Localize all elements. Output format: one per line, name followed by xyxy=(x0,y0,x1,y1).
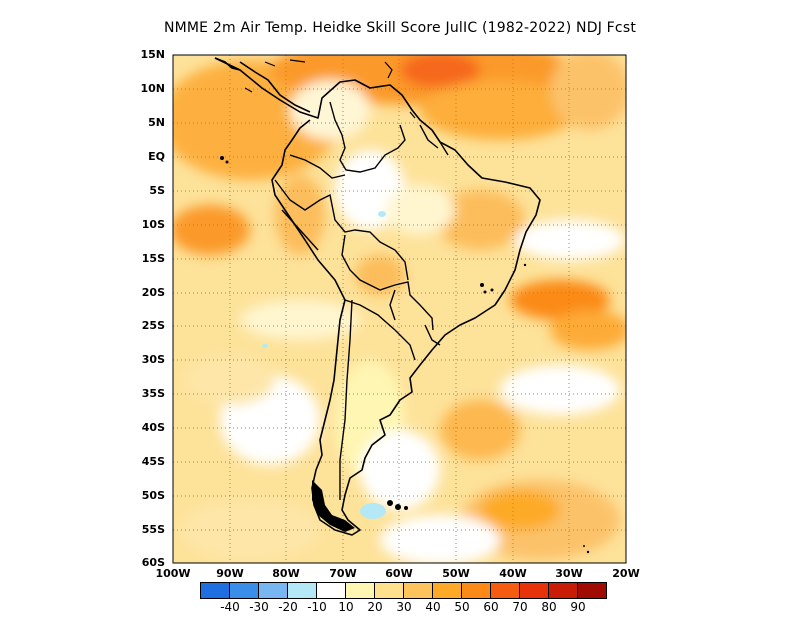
lat-label: 50S xyxy=(141,489,165,502)
colorbar-swatch xyxy=(433,583,462,598)
colorbar-swatch xyxy=(520,583,549,598)
colorbar-swatch xyxy=(288,583,317,598)
negative-patch xyxy=(378,211,386,217)
colorbar-label: 40 xyxy=(425,600,441,614)
negative-patch xyxy=(360,503,386,519)
lat-label: 15S xyxy=(141,252,165,265)
colorbar-label: 90 xyxy=(570,600,586,614)
lon-label: 70W xyxy=(329,567,357,580)
colorbar-label: 20 xyxy=(367,600,383,614)
colorbar-swatch xyxy=(317,583,346,598)
lon-label: 100W xyxy=(155,567,191,580)
colorbar-swatch xyxy=(491,583,520,598)
colorbar-swatch xyxy=(230,583,259,598)
caribbean-islands xyxy=(244,59,416,119)
colorbar-swatch xyxy=(404,583,433,598)
colorbar-label: -10 xyxy=(307,600,327,614)
colorbar-label: 30 xyxy=(396,600,412,614)
colorbar-swatch xyxy=(375,583,404,598)
lat-label: 45S xyxy=(141,455,165,468)
colorbar-label: 80 xyxy=(541,600,557,614)
lon-label: 40W xyxy=(499,567,527,580)
plot-frame xyxy=(172,54,627,564)
colorbar-label: -20 xyxy=(278,600,298,614)
lat-label: 10N xyxy=(140,82,165,95)
colorbar-swatch xyxy=(201,583,230,598)
lat-label: 25S xyxy=(141,319,165,332)
chart-title: NMME 2m Air Temp. Heidke Skill Score Jul… xyxy=(163,20,637,36)
lat-label: 20S xyxy=(141,286,165,299)
lat-label: 30S xyxy=(141,353,165,366)
lon-label: 60W xyxy=(385,567,413,580)
islands xyxy=(220,156,590,554)
colorbar-label: 70 xyxy=(512,600,528,614)
lat-label: 5N xyxy=(148,116,165,129)
colorbar-swatch xyxy=(346,583,375,598)
lon-label: 80W xyxy=(272,567,300,580)
lon-label: 90W xyxy=(216,567,244,580)
lat-label: 10S xyxy=(141,218,165,231)
colorbar-label: -40 xyxy=(220,600,240,614)
negative-patch xyxy=(262,344,268,348)
lat-label: 15N xyxy=(140,48,165,61)
lat-label: 5S xyxy=(149,184,165,197)
lon-label: 20W xyxy=(612,567,640,580)
lat-label: 40S xyxy=(141,421,165,434)
country-borders xyxy=(274,101,449,500)
central-america-coastline xyxy=(214,57,311,113)
colorbar-swatch xyxy=(259,583,288,598)
lat-label: EQ xyxy=(148,150,165,163)
lat-label: 60S xyxy=(141,556,165,569)
colorbar-label: 50 xyxy=(454,600,470,614)
colorbar-swatch xyxy=(578,583,606,598)
colorbar-label: 60 xyxy=(483,600,499,614)
lat-label: 55S xyxy=(141,523,165,536)
colorbar-swatch xyxy=(549,583,578,598)
lon-label: 50W xyxy=(442,567,470,580)
colorbar-swatch xyxy=(462,583,491,598)
colorbar xyxy=(200,582,607,599)
colorbar-label: -30 xyxy=(249,600,269,614)
south-america-coastline xyxy=(214,57,541,536)
lon-label: 30W xyxy=(555,567,583,580)
colorbar-label: 10 xyxy=(338,600,354,614)
lat-label: 35S xyxy=(141,387,165,400)
